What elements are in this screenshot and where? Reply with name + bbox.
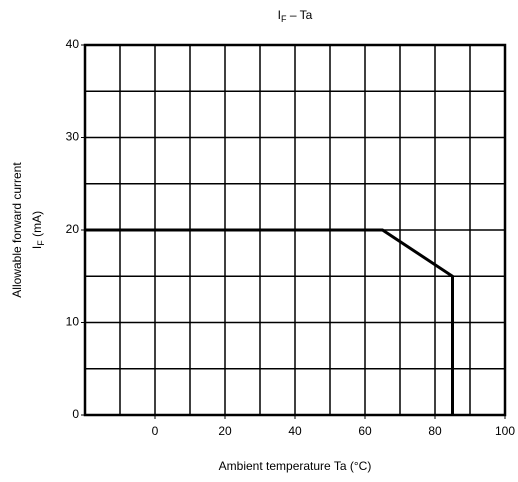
chart-title: IF – Ta	[278, 8, 313, 24]
x-tick-label: 100	[495, 424, 515, 438]
y-axis-label: IF (mA)	[30, 211, 46, 249]
y-tick-label: 0	[72, 407, 79, 421]
y-axis-label: Allowable forward current	[10, 162, 24, 298]
x-tick-label: 80	[428, 424, 442, 438]
x-tick-label: 20	[218, 424, 232, 438]
x-tick-label: 0	[152, 424, 159, 438]
data-line	[85, 228, 454, 415]
x-axis-label: Ambient temperature Ta (°C)	[219, 459, 372, 473]
y-tick-label: 20	[66, 222, 80, 236]
y-tick-label: 40	[66, 37, 80, 51]
y-tick-label: 10	[66, 315, 80, 329]
y-tick-label: 30	[66, 130, 80, 144]
x-tick-label: 60	[358, 424, 372, 438]
x-tick-label: 40	[288, 424, 302, 438]
